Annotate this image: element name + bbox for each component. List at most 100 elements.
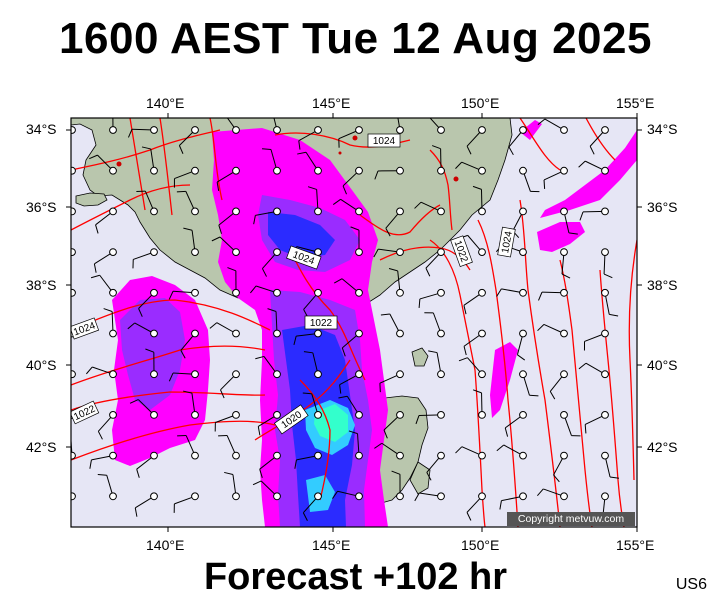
station-marker	[478, 451, 486, 460]
station-marker	[478, 166, 486, 175]
lon-tick-label: 155°E	[616, 537, 655, 553]
station-marker	[519, 411, 527, 419]
wind-barb-feather	[466, 145, 472, 155]
wind-barb-feather	[609, 313, 619, 317]
station-marker	[109, 126, 117, 134]
lon-tick-label: 145°E	[312, 95, 351, 111]
wind-barb-feather	[293, 336, 297, 345]
wind-barb-feather	[589, 146, 595, 155]
station-marker	[191, 248, 199, 257]
station-marker	[232, 451, 240, 460]
wind-barb-feather	[261, 268, 267, 277]
station-marker	[396, 492, 404, 501]
region-code: US6	[675, 576, 707, 593]
wind-barb-feather	[145, 348, 154, 353]
wind-barb-feather	[385, 227, 391, 237]
station-marker	[396, 329, 404, 338]
wind-barb-feather	[458, 357, 468, 362]
lon-tick-label: 155°E	[616, 95, 655, 111]
station-marker	[314, 451, 322, 460]
wind-barb-feather	[504, 427, 509, 437]
wind-barb-feather	[307, 186, 317, 190]
station-marker	[232, 370, 240, 379]
wind-barb-shaft	[71, 493, 73, 497]
station-marker	[601, 370, 609, 379]
wind-barb-feather	[543, 179, 546, 189]
station-marker	[355, 451, 363, 460]
wind-barb-feather	[183, 390, 193, 394]
station-marker	[601, 126, 609, 134]
station-marker	[71, 370, 76, 379]
station-marker	[71, 166, 76, 175]
station-marker	[355, 126, 363, 134]
wind-barb-feather	[463, 346, 467, 356]
station-marker	[191, 126, 199, 134]
wind-barb-feather	[97, 431, 103, 440]
station-marker	[560, 329, 568, 338]
wind-barb-feather	[517, 354, 526, 361]
wind-barb-feather	[374, 442, 383, 449]
wind-barb-feather	[496, 288, 502, 297]
lat-tick-label: 38°S	[647, 277, 678, 293]
wind-barb-feather	[414, 201, 422, 209]
lat-tick-label: 36°S	[647, 199, 678, 215]
wind-barb-shaft	[71, 170, 73, 173]
wind-barb-feather	[561, 273, 571, 279]
wind-barb-feather	[463, 305, 467, 315]
station-marker	[396, 451, 404, 460]
station-marker	[560, 451, 568, 460]
lon-tick-label: 145°E	[312, 537, 351, 553]
wind-barb-feather	[414, 492, 420, 502]
station-marker	[560, 248, 568, 257]
wind-barb-feather	[97, 473, 107, 476]
station-marker	[560, 288, 568, 297]
station-marker	[232, 492, 240, 501]
station-marker	[601, 492, 609, 501]
station-marker	[314, 288, 322, 297]
station-marker	[232, 411, 240, 419]
wind-barb-feather	[89, 459, 92, 469]
station-marker	[601, 288, 609, 297]
station-marker	[191, 492, 199, 501]
station-marker	[519, 126, 527, 134]
station-marker	[273, 207, 281, 216]
wind-barb-feather	[90, 274, 100, 279]
wind-barb-shaft	[71, 373, 73, 377]
wind-barb-feather	[537, 324, 545, 332]
station-marker	[150, 288, 158, 297]
wind-barb-feather	[103, 308, 113, 312]
station-marker	[71, 126, 76, 134]
station-marker	[478, 126, 486, 134]
city-marker	[116, 161, 122, 167]
station-marker	[519, 451, 527, 460]
station-marker	[191, 166, 199, 175]
wind-barb-feather	[578, 160, 586, 168]
lon-tick-label: 140°E	[146, 537, 185, 553]
wind-barb-feather	[338, 395, 348, 399]
wind-barb-feather	[178, 145, 184, 154]
station-marker	[273, 451, 281, 460]
station-marker	[150, 207, 158, 216]
station-marker	[601, 207, 609, 216]
lat-tick-label: 36°S	[26, 199, 57, 215]
station-marker	[560, 492, 568, 501]
forecast-time-title: 1600 AEST Tue 12 Aug 2025	[59, 14, 652, 63]
wind-barb-feather	[350, 226, 360, 231]
wind-barb-feather	[373, 248, 379, 258]
station-marker	[273, 166, 281, 175]
station-marker	[314, 329, 322, 338]
wind-barb-feather	[549, 391, 556, 400]
station-marker	[109, 451, 117, 460]
wind-barb-feather	[339, 384, 342, 394]
wind-barb-feather	[224, 471, 234, 475]
wind-barb-feather	[127, 128, 133, 138]
wind-barb-feather	[428, 350, 438, 354]
wind-barb-feather	[603, 273, 613, 279]
wind-barb-feather	[249, 285, 257, 294]
wind-barb-feather	[387, 107, 396, 109]
station-marker	[71, 288, 76, 297]
station-marker	[396, 411, 404, 419]
lat-tick-label: 34°S	[26, 121, 57, 137]
station-marker	[560, 411, 568, 419]
